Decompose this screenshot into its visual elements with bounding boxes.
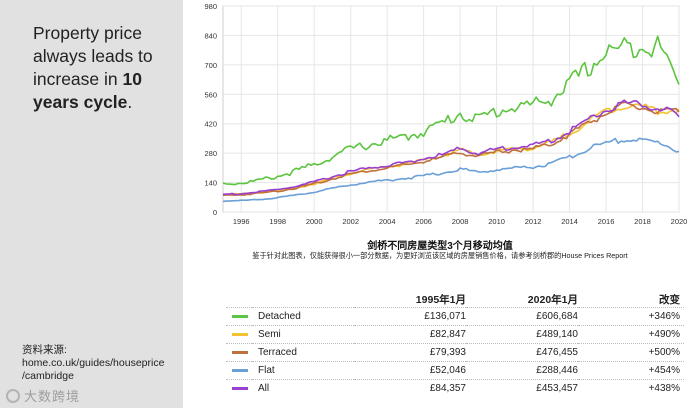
chart-title: 剑桥不同房屋类型3个月移动均值 <box>367 241 513 252</box>
series-line-flat <box>222 137 680 203</box>
source-link[interactable]: home.co.uk/guides/houseprice <box>22 357 165 369</box>
legend-swatch <box>232 332 248 336</box>
y-tick-label: 840 <box>204 31 217 40</box>
series-line-all <box>222 99 680 196</box>
x-tick-label: 2000 <box>306 217 323 226</box>
source-note: 资料来源: home.co.uk/guides/houseprice /camb… <box>22 344 182 383</box>
table-header: 1995年1月 2020年1月 改变 <box>226 291 684 308</box>
source-link-cont[interactable]: /cambridge <box>22 370 74 382</box>
table-row: All £84,357 £453,457 +438% <box>226 379 684 398</box>
x-tick-label: 2016 <box>598 217 615 226</box>
watermark-icon <box>6 389 20 403</box>
table-row: Flat £52,046 £288,446 +454% <box>226 361 684 380</box>
chart-note: 鉴于针对此图表，仅能获得很小一部分数据，为更好浏览该区域的房屋销售价格，请参考剑… <box>252 251 628 260</box>
x-tick-label: 2008 <box>452 217 469 226</box>
y-tick-label: 140 <box>204 179 217 188</box>
side-panel: Property price always leads to increase … <box>0 0 183 408</box>
series-line-detached <box>222 35 680 186</box>
price-table: 1995年1月 2020年1月 改变 Detached £136,071 £60… <box>226 291 684 397</box>
table-row: Detached £136,071 £606,684 +346% <box>226 307 684 326</box>
watermark: 大数跨境 <box>6 386 80 405</box>
y-tick-label: 700 <box>204 61 217 70</box>
table-row: Semi £82,847 £489,140 +490% <box>226 325 684 344</box>
series-line-terraced <box>222 101 680 196</box>
x-tick-label: 2018 <box>634 217 651 226</box>
x-tick-label: 2006 <box>415 217 432 226</box>
y-tick-label: 560 <box>204 90 217 99</box>
x-tick-label: 2004 <box>379 217 396 226</box>
plot-area <box>222 5 680 213</box>
col-2020: 2020年1月 <box>527 293 578 306</box>
y-tick-label: 420 <box>204 120 217 129</box>
x-tick-label: 1998 <box>269 217 286 226</box>
x-tick-label: 2010 <box>488 217 505 226</box>
legend-swatch <box>232 314 248 318</box>
col-change: 改变 <box>659 293 680 306</box>
price-chart: 0 140 280 420 560 700 840 980 1996 1998 2000 2002 20… <box>204 2 688 226</box>
headline: Property price always leads to increase … <box>33 23 153 112</box>
x-tick-label: 2020 <box>671 217 688 226</box>
y-tick-label: 0 <box>213 208 217 217</box>
legend-swatch <box>232 386 248 390</box>
x-tick-label: 2014 <box>561 217 578 226</box>
legend-swatch <box>232 350 248 354</box>
y-tick-label: 280 <box>204 149 217 158</box>
legend-swatch <box>232 368 248 372</box>
y-tick-label: 980 <box>204 2 217 11</box>
x-tick-label: 2012 <box>525 217 542 226</box>
x-tick-label: 2002 <box>342 217 359 226</box>
source-label: 资料来源: <box>22 344 67 356</box>
col-1995: 1995年1月 <box>415 293 466 306</box>
table-row: Terraced £79,393 £476,455 +500% <box>226 343 684 362</box>
x-tick-label: 1996 <box>233 217 250 226</box>
